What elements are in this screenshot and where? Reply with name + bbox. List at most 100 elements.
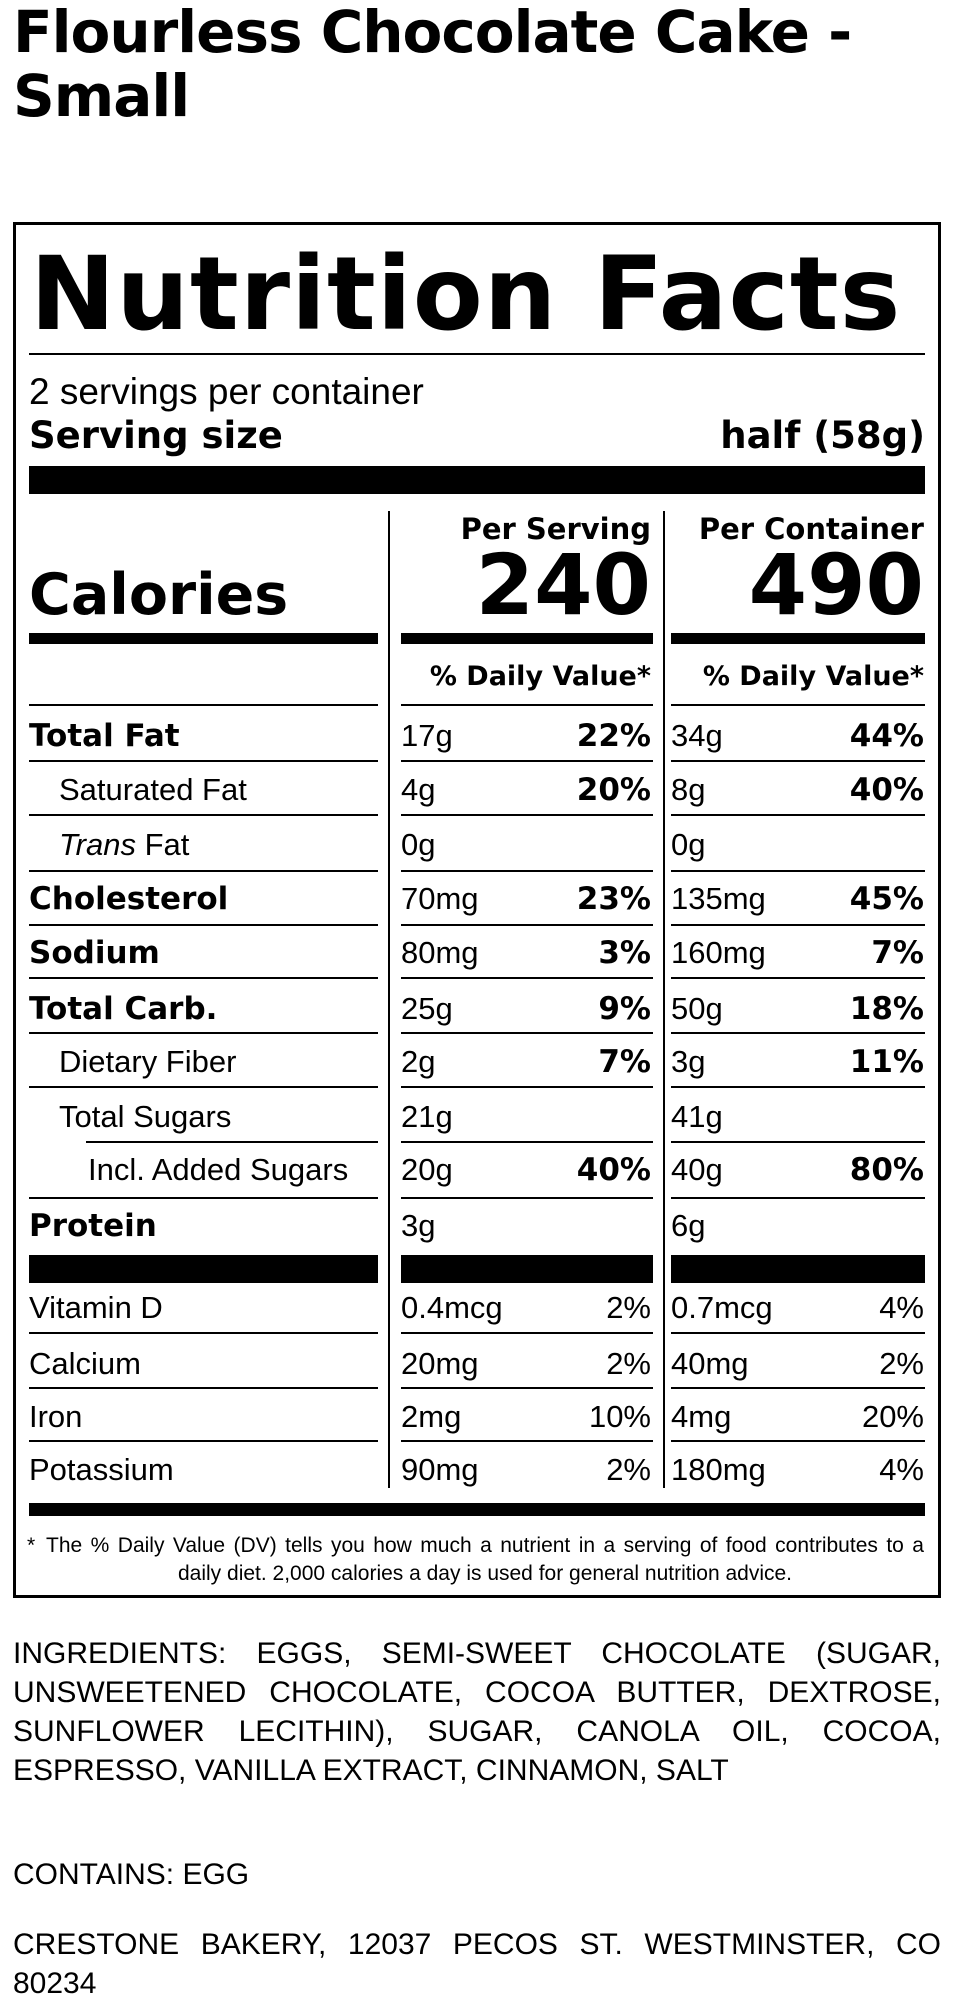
vitamin-dv-container: 20% [861, 1399, 924, 1434]
vitamin-dv-serving: 2% [606, 1346, 651, 1381]
row-rule-left [29, 977, 378, 979]
nutrient-label-added-sugars: Incl. Added Sugars [88, 1152, 349, 1187]
vitamin-amount-serving: 20mg [401, 1346, 479, 1381]
allergen-contains: CONTAINS: EGG [13, 1858, 250, 1891]
row-rule-right [671, 1032, 925, 1034]
servings-per-container: 2 servings per container [29, 371, 424, 412]
row-rule-left [29, 814, 378, 816]
row-rule-mid [401, 1141, 653, 1143]
row-rule-right [671, 924, 925, 926]
row-rule-mid [401, 814, 653, 816]
vitamin-amount-container: 40mg [671, 1346, 749, 1381]
row-rule-right [671, 1332, 925, 1334]
row-rule-right [671, 1440, 925, 1442]
vitamin-amount-serving: 2mg [401, 1399, 462, 1434]
footnote-marker: * [27, 1534, 36, 1557]
title-rule [29, 353, 925, 355]
vitamin-dv-container: 2% [879, 1346, 924, 1381]
vitamin-label-calcium: Calcium [29, 1346, 141, 1381]
product-title: Flourless Chocolate Cake - Small [13, 0, 852, 130]
row-rule-right [671, 1086, 925, 1088]
thick-rule-mid-left [29, 1255, 378, 1283]
footnote: The % Daily Value (DV) tells you how muc… [46, 1534, 924, 1585]
calories-rule-left [29, 633, 378, 644]
row-rule-mid [401, 924, 653, 926]
vitamin-amount-container: 0.7mcg [671, 1290, 773, 1325]
nutrient-dv-container: 7% [871, 935, 924, 971]
row-rule-right [671, 760, 925, 762]
row-rule-left-indented [86, 1141, 378, 1143]
trans-fat-suffix: Fat [144, 827, 190, 862]
nutrient-amount-serving: 21g [401, 1099, 453, 1134]
row-rule-left [29, 1332, 378, 1334]
row-rule-left [29, 760, 378, 762]
serving-size-label: Serving size [29, 414, 283, 457]
row-rule-mid [401, 1032, 653, 1034]
nutrient-amount-container: 6g [671, 1208, 706, 1243]
daily-value-header-serving: % Daily Value* [429, 661, 651, 692]
calories-rule-mid [401, 633, 653, 644]
row-rule-mid [401, 1387, 653, 1389]
trans-prefix: Trans [59, 827, 136, 862]
serving-size-value: half (58g) [720, 414, 925, 457]
row-rule-mid [401, 760, 653, 762]
nutrient-label-sodium: Sodium [29, 935, 160, 971]
dv-rule-mid [401, 704, 653, 706]
nutrient-label-protein: Protein [29, 1208, 157, 1244]
nutrient-label-total-fat: Total Fat [29, 718, 180, 754]
nutrition-facts-title: Nutrition Facts [30, 235, 902, 354]
row-rule-mid [401, 1086, 653, 1088]
nutrient-amount-serving: 70mg [401, 881, 479, 916]
calories-per-container: 490 [748, 536, 924, 634]
nutrient-dv-container: 45% [849, 881, 924, 917]
nutrient-label-total-sugars: Total Sugars [59, 1099, 232, 1134]
nutrient-label-dietary-fiber: Dietary Fiber [59, 1044, 237, 1079]
nutrient-dv-container: 80% [849, 1152, 924, 1188]
vitamin-dv-serving: 2% [606, 1452, 651, 1487]
nutrient-label-cholesterol: Cholesterol [29, 881, 229, 917]
nutrient-amount-container: 160mg [671, 935, 766, 970]
row-rule-mid [401, 1197, 653, 1199]
nutrient-amount-serving: 25g [401, 991, 453, 1026]
row-rule-left [29, 1032, 378, 1034]
row-rule-left [29, 924, 378, 926]
row-rule-mid [401, 870, 653, 872]
row-rule-right [671, 977, 925, 979]
nutrient-dv-serving: 9% [598, 991, 651, 1027]
row-rule-left [29, 1086, 378, 1088]
column-divider-2 [663, 511, 665, 1488]
row-rule-left [29, 1440, 378, 1442]
vitamin-label-potassium: Potassium [29, 1452, 174, 1487]
vitamin-label-iron: Iron [29, 1399, 83, 1434]
calories-rule-right [671, 633, 925, 644]
nutrient-label-saturated-fat: Saturated Fat [59, 772, 247, 807]
nutrient-amount-container: 34g [671, 718, 723, 753]
nutrient-dv-serving: 40% [576, 1152, 651, 1188]
bakery-address: CRESTONE BAKERY, 12037 PECOS ST. WESTMIN… [13, 1928, 941, 2000]
row-rule-right [671, 1387, 925, 1389]
nutrient-amount-serving: 3g [401, 1208, 436, 1243]
vitamin-amount-serving: 90mg [401, 1452, 479, 1487]
vitamin-dv-container: 4% [879, 1452, 924, 1487]
row-rule-left [29, 1197, 378, 1199]
nutrient-amount-serving: 20g [401, 1152, 453, 1187]
row-rule-right [671, 814, 925, 816]
per-serving-header: Per Serving [460, 512, 651, 546]
nutrient-dv-serving: 23% [576, 881, 651, 917]
vitamin-dv-container: 4% [879, 1290, 924, 1325]
dv-rule-left [29, 704, 378, 706]
nutrient-amount-container: 8g [671, 772, 706, 807]
nutrient-dv-serving: 7% [598, 1044, 651, 1080]
nutrient-dv-serving: 22% [576, 718, 651, 754]
nutrient-dv-container: 44% [849, 718, 924, 754]
nutrient-amount-container: 40g [671, 1152, 723, 1187]
column-divider-1 [388, 511, 390, 1488]
vitamin-dv-serving: 2% [606, 1290, 651, 1325]
daily-value-header-container: % Daily Value* [702, 661, 924, 692]
nutrient-amount-serving: 80mg [401, 935, 479, 970]
row-rule-mid [401, 1440, 653, 1442]
nutrient-dv-container: 40% [849, 772, 924, 808]
nutrient-dv-serving: 3% [598, 935, 651, 971]
row-rule-left [29, 1387, 378, 1389]
